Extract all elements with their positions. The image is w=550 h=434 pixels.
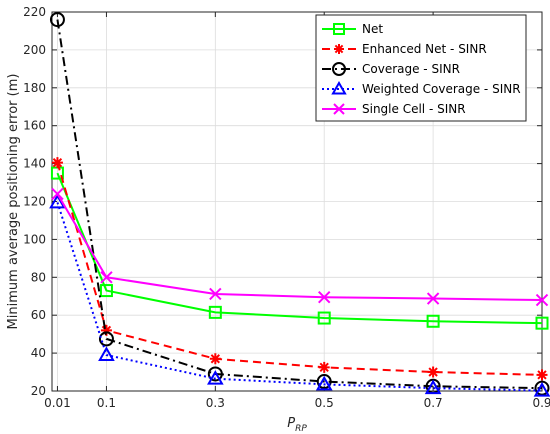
y-tick-label: 180	[23, 81, 46, 95]
data-point	[100, 271, 113, 284]
y-tick-label: 60	[31, 308, 46, 322]
legend-item: Net	[322, 22, 383, 36]
legend-item: Weighted Coverage - SINR	[322, 80, 521, 96]
series-line	[56, 19, 543, 390]
legend-marker	[333, 103, 345, 115]
data-point	[100, 324, 112, 336]
data-point	[209, 353, 221, 365]
data-point	[315, 375, 333, 391]
x-axis-label-main: P	[287, 416, 295, 431]
data-point	[49, 12, 65, 28]
legend-item: Coverage - SINR	[322, 62, 460, 76]
legend-marker	[332, 62, 346, 76]
legend-label: Coverage - SINR	[362, 62, 460, 76]
data-point	[426, 292, 440, 305]
y-tick-label: 80	[31, 270, 46, 284]
y-tick-label: 100	[23, 232, 46, 246]
legend-box	[315, 14, 527, 122]
data-point	[207, 366, 223, 382]
data-point	[49, 193, 66, 209]
x-tick-label: 0.3	[206, 396, 225, 410]
legend-marker	[334, 44, 344, 54]
y-tick-label: 140	[23, 157, 46, 171]
y-tick-label: 200	[23, 43, 46, 57]
x-axis-label-subscript: RP	[295, 424, 307, 434]
y-tick-label: 40	[31, 346, 46, 360]
x-tick-label: 0.5	[315, 396, 334, 410]
series-line	[56, 172, 543, 325]
legend-label: Weighted Coverage - SINR	[362, 82, 521, 96]
y-tick-label: 160	[23, 119, 46, 133]
series-line	[56, 162, 543, 376]
series-4	[51, 187, 549, 307]
y-tick-label: 220	[23, 5, 46, 19]
data-point	[98, 331, 114, 347]
series-1	[51, 157, 548, 381]
data-point	[318, 361, 330, 373]
data-point	[535, 293, 549, 307]
x-tick-label: 0.7	[424, 396, 443, 410]
data-point	[98, 346, 115, 361]
legend-marker	[333, 23, 345, 35]
series-3	[49, 193, 550, 397]
data-point	[424, 379, 442, 395]
y-tick-label: 20	[31, 384, 46, 398]
legend-label: Single Cell - SINR	[362, 102, 466, 116]
data-point	[51, 187, 64, 201]
data-point	[426, 314, 440, 328]
legend-label: Net	[362, 22, 383, 36]
legend-marker	[331, 80, 347, 95]
data-point	[99, 284, 113, 298]
series-layer	[49, 12, 550, 397]
data-point	[316, 374, 332, 390]
y-axis-label: Minimum average positioning error (m)	[6, 74, 21, 330]
series-line	[56, 202, 543, 392]
data-point	[318, 290, 331, 304]
y-tick-label: 120	[23, 195, 46, 209]
data-point	[427, 366, 439, 378]
data-point	[208, 305, 222, 319]
data-point	[317, 311, 331, 325]
x-tick-label: 0.01	[44, 396, 71, 410]
x-tick-label: 0.9	[532, 396, 550, 410]
legend-label: Enhanced Net - SINR	[362, 42, 487, 56]
data-point	[535, 316, 549, 330]
series-line	[56, 193, 543, 302]
data-point	[533, 382, 550, 397]
legend-item: Single Cell - SINR	[322, 102, 466, 116]
x-axis-label: PRP	[287, 416, 307, 434]
legend-item: Enhanced Net - SINR	[322, 42, 487, 56]
data-point	[209, 287, 222, 301]
data-point	[207, 370, 224, 385]
legend: Net Enhanced Net - SINR Coverage - SINR Wei…	[315, 14, 527, 122]
x-tick-label: 0.1	[97, 396, 116, 410]
series-0	[50, 166, 549, 330]
data-point	[536, 369, 548, 381]
data-point	[51, 157, 63, 169]
